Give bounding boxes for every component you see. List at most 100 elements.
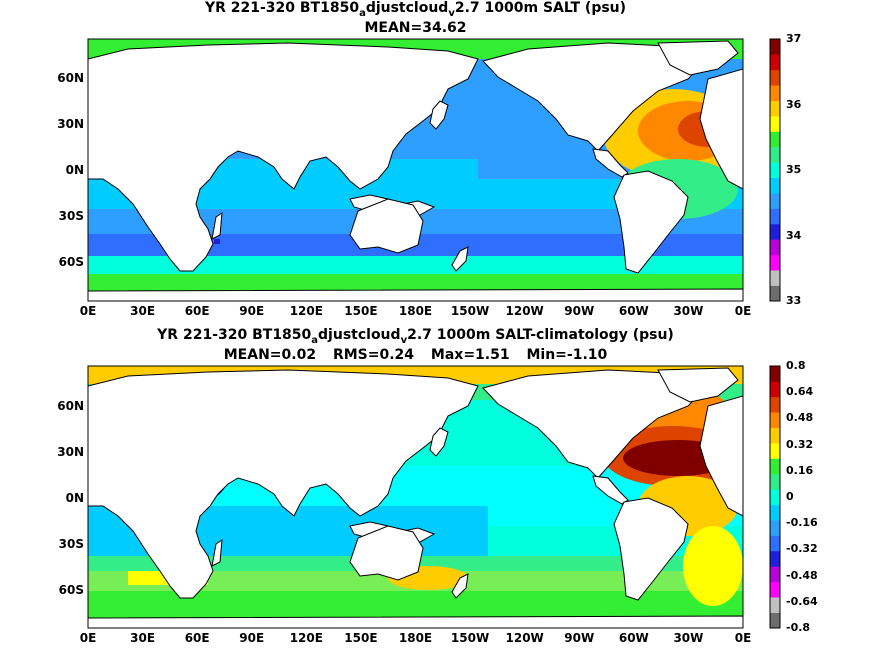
lat-label: 0N xyxy=(65,491,84,505)
colorbar-swatch xyxy=(770,427,780,444)
lon-label: 150E xyxy=(344,304,378,318)
colorbar-frame xyxy=(769,365,781,629)
lat-label: 60N xyxy=(57,71,84,85)
lat-label: 60S xyxy=(58,255,84,269)
colorbar-swatch xyxy=(770,412,780,428)
colorbar-swatch xyxy=(770,504,780,521)
lon-label: 120E xyxy=(289,304,323,318)
lon-label: 60W xyxy=(618,304,649,318)
lon-label: 0E xyxy=(734,631,752,645)
colorbar-swatch xyxy=(770,381,780,398)
colorbar-swatch xyxy=(770,131,780,148)
colorbar-swatch xyxy=(770,535,780,552)
colorbar-swatch xyxy=(770,520,780,536)
colorbar-tick-label: -0.48 xyxy=(786,568,818,582)
lon-label: 90E xyxy=(239,631,265,645)
colorbar-swatch xyxy=(770,550,780,567)
map-1-stats: MEAN=34.62 xyxy=(88,20,743,36)
colorbar-swatch xyxy=(770,612,780,629)
lon-label: 90W xyxy=(564,304,595,318)
lon-label: 0E xyxy=(79,631,97,645)
colorbar-swatch xyxy=(770,597,780,613)
stat-min: Min=-1.10 xyxy=(526,347,608,363)
colorbar-swatch xyxy=(770,69,780,86)
lon-label: 30E xyxy=(130,631,156,645)
lat-label: 30N xyxy=(57,117,84,131)
lon-label: 0E xyxy=(79,304,97,318)
colorbar-tick-label: 36 xyxy=(786,97,802,111)
colorbar-tick-label: 0.32 xyxy=(786,437,814,451)
colorbar-swatch xyxy=(770,39,780,55)
salt-map xyxy=(88,39,743,301)
colorbar-tick-label: 0.16 xyxy=(786,463,814,477)
lon-label: 180E xyxy=(398,631,433,645)
lon-label: 30W xyxy=(673,304,704,318)
lon-label: 180E xyxy=(398,304,433,318)
lon-label: 120W xyxy=(505,631,544,645)
lon-label: 0E xyxy=(734,304,752,318)
colorbar-tick-label: -0.16 xyxy=(786,516,818,530)
lon-label: 120W xyxy=(505,304,544,318)
stat-rms: RMS=0.24 xyxy=(332,347,415,363)
lat-label: 60S xyxy=(58,583,84,597)
colorbar-swatch xyxy=(770,473,780,490)
colorbar-1 xyxy=(769,38,781,302)
lon-label: 30E xyxy=(130,304,156,318)
colorbar-tick-label: 33 xyxy=(786,294,802,307)
map-2-stats: MEAN=0.02 RMS=0.24 Max=1.51 Min=-1.10 xyxy=(88,347,743,363)
lon-label: 90E xyxy=(239,304,265,318)
colorbar-tick-label: -0.32 xyxy=(786,542,818,556)
lat-label: 0N xyxy=(65,163,84,177)
map-1-frame xyxy=(87,38,744,302)
colorbar-swatch xyxy=(770,100,780,117)
colorbar-swatch xyxy=(770,177,780,194)
colorbar-swatch xyxy=(770,54,780,71)
colorbar-swatch xyxy=(770,85,780,101)
colorbar-swatch xyxy=(770,270,780,286)
colorbar-tick-label: 37 xyxy=(786,32,802,45)
map-2-frame xyxy=(87,365,744,629)
map-2-title: YR 221-320 BT1850adjustcloudv2.7 1000m S… xyxy=(157,327,674,346)
colorbar-tick-label: 0.8 xyxy=(786,359,806,372)
colorbar-2 xyxy=(769,365,781,629)
colorbar-tick-label: 34 xyxy=(786,228,802,242)
colorbar-swatch xyxy=(770,396,780,413)
colorbar-swatch xyxy=(770,146,780,163)
lon-label: 30W xyxy=(673,631,704,645)
lat-label: 30N xyxy=(57,445,84,459)
colorbar-swatch xyxy=(770,193,780,209)
stat-max: Max=1.51 xyxy=(430,347,510,363)
lon-label: 150E xyxy=(344,631,378,645)
lat-label: 60N xyxy=(57,399,84,413)
salt-anomaly-map xyxy=(88,366,743,628)
colorbar-frame xyxy=(769,38,781,302)
colorbar-tick-label: -0.8 xyxy=(786,621,811,634)
colorbar-swatch xyxy=(770,162,780,179)
lat-label: 30S xyxy=(58,537,84,551)
colorbar-swatch xyxy=(770,581,780,598)
colorbar-tick-label: -0.64 xyxy=(786,594,818,608)
map-1-title: YR 221-320 BT1850adjustcloudv2.7 1000m S… xyxy=(204,0,627,19)
lon-label: 150W xyxy=(450,304,490,318)
lon-label: 60W xyxy=(618,631,649,645)
colorbar-swatch xyxy=(770,489,780,506)
colorbar-swatch xyxy=(770,116,780,132)
colorbar-tick-label: 35 xyxy=(786,163,802,176)
colorbar-swatch xyxy=(770,223,780,240)
colorbar-swatch xyxy=(770,458,780,475)
lon-label: 90W xyxy=(564,631,595,645)
stat-mean: MEAN=0.02 xyxy=(223,347,317,363)
lat-label: 30S xyxy=(58,209,84,223)
colorbar-swatch xyxy=(770,285,780,302)
lon-label: 120E xyxy=(289,631,323,645)
lon-label: 60E xyxy=(184,304,210,318)
colorbar-tick-label: 0.64 xyxy=(786,385,814,399)
colorbar-tick-label: 0.48 xyxy=(786,411,814,425)
colorbar-swatch xyxy=(770,254,780,271)
colorbar-swatch xyxy=(770,208,780,225)
colorbar-swatch xyxy=(770,366,780,382)
lon-label: 150W xyxy=(450,631,490,645)
colorbar-swatch xyxy=(770,443,780,459)
colorbar-swatch xyxy=(770,239,780,256)
